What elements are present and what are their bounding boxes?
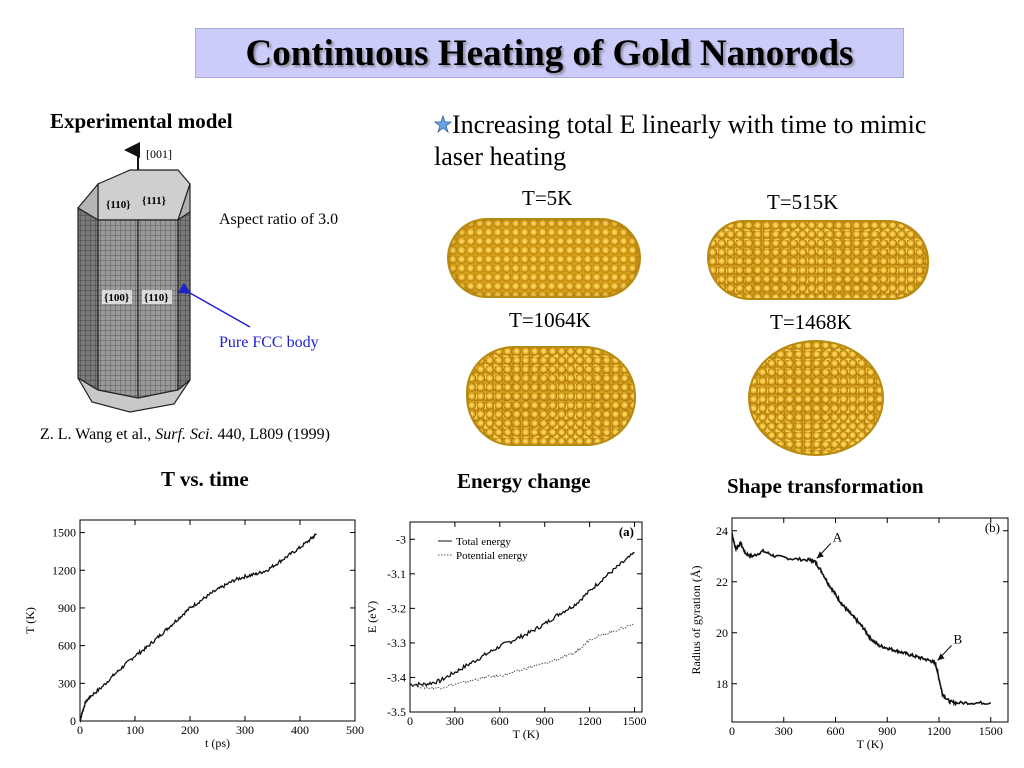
x-axis-label: t (ps) [205, 736, 230, 750]
x-tick-label: 1200 [578, 714, 602, 728]
face-110-top-label: {110} [106, 199, 131, 211]
legend-label-potential: Potential energy [456, 550, 528, 562]
y-tick-label: -3 [396, 532, 406, 546]
chart-radius-of-gyration: 0 300 600 900 1200 1500 18 20 22 24 T (K) Radius of… [689, 517, 1009, 751]
panel-label: (a) [619, 524, 634, 539]
star-bullet-icon [433, 114, 453, 134]
x-tick-label: 300 [236, 723, 254, 737]
snapshot-label-515k: T=515K [767, 190, 839, 214]
plot-frame [731, 517, 1009, 723]
y-axis-label: T (K) [23, 607, 37, 634]
series-line-0 [731, 533, 992, 707]
x-tick-label: 0 [729, 724, 735, 738]
x-axis-label: T (K) [857, 737, 884, 751]
y-tick-label: 300 [58, 676, 76, 690]
y-tick-label: 1500 [52, 526, 76, 540]
y-axis-label: Radius of gyration (Å) [689, 566, 703, 675]
x-axis-label: T (K) [513, 727, 540, 741]
bullet-text: Increasing total E linearly with time to… [434, 110, 927, 171]
y-tick-label: 22 [716, 575, 728, 589]
y-tick-label: -3.5 [387, 705, 406, 719]
pure-fcc-arrow [177, 282, 251, 328]
face-100-label: {100} [104, 292, 129, 304]
plot-frame [79, 519, 356, 722]
x-tick-label: 200 [181, 723, 199, 737]
nanorod-snapshot-1468k [748, 340, 884, 456]
y-tick-label: 0 [70, 714, 76, 728]
face-110-label: {110} [144, 292, 169, 304]
axis-001-label: [001] [146, 147, 172, 161]
annotation-arrowhead [816, 551, 824, 559]
y-tick-label: -3.3 [387, 636, 406, 650]
y-tick-label: 1200 [52, 563, 76, 577]
bullet-point: Increasing total E linearly with time to… [433, 109, 974, 173]
series-line-0 [409, 551, 635, 688]
chart-temperature-vs-time: 0 100 200 300 400 500 0 300 600 900 1200 1500 t (ps)… [23, 519, 364, 750]
y-tick-label: 18 [716, 677, 728, 691]
series-line-0 [79, 533, 317, 724]
nanorod-snapshot-1064k [466, 346, 636, 446]
experimental-heading: Experimental model [50, 109, 233, 133]
x-tick-label: 0 [407, 714, 413, 728]
series-line-1 [409, 623, 635, 690]
reference-citation: Z. L. Wang et al., Surf. Sci. 440, L809 … [40, 426, 330, 444]
slide-title: Continuous Heating of Gold Nanorods [245, 32, 854, 74]
y-tick-label: 24 [716, 524, 728, 538]
plot-frame [409, 521, 643, 713]
nanorod-snapshot-5k [447, 218, 641, 298]
x-tick-label: 500 [346, 723, 364, 737]
annotation-arrowhead [937, 653, 945, 661]
title-banner: Continuous Heating of Gold Nanorods [195, 28, 904, 78]
x-tick-label: 600 [491, 714, 509, 728]
y-tick-label: -3.2 [387, 601, 406, 615]
nanorod-model-figure: [001] {110} {111} {100} {110} Aspect rat… [77, 142, 338, 413]
annotation-label: B [954, 631, 963, 646]
x-tick-label: 1200 [927, 724, 951, 738]
y-tick-label: -3.1 [387, 567, 406, 581]
pure-fcc-label: Pure FCC body [219, 334, 319, 351]
x-tick-label: 900 [536, 714, 554, 728]
y-tick-label: -3.4 [387, 670, 406, 684]
y-tick-label: 20 [716, 626, 728, 640]
face-111-top-label: {111} [142, 195, 166, 207]
snapshot-label-5k: T=5K [522, 186, 573, 210]
x-tick-label: 1500 [623, 714, 647, 728]
y-axis-label: E (eV) [365, 601, 379, 633]
annotation-label: A [833, 529, 843, 544]
panel-label: (b) [985, 520, 1000, 535]
aspect-ratio-label: Aspect ratio of 3.0 [219, 211, 338, 228]
x-tick-label: 400 [291, 723, 309, 737]
x-tick-label: 300 [446, 714, 464, 728]
caption-energy-change: Energy change [457, 469, 591, 493]
snapshot-label-1468k: T=1468K [770, 310, 852, 334]
x-tick-label: 1500 [979, 724, 1003, 738]
x-tick-label: 0 [77, 723, 83, 737]
chart-energy-vs-temperature: 0 300 600 900 1200 1500 -3 -3.1 -3.2 -3.3 -3.4 -3.5… [365, 521, 647, 741]
caption-shape-transformation: Shape transformation [727, 474, 924, 498]
legend-label-total: Total energy [456, 536, 511, 548]
caption-t-vs-time: T vs. time [161, 467, 249, 491]
x-tick-label: 100 [126, 723, 144, 737]
y-tick-label: 600 [58, 639, 76, 653]
x-tick-label: 600 [827, 724, 845, 738]
nanorod-snapshot-515k [707, 220, 929, 300]
snapshot-label-1064k: T=1064K [509, 308, 591, 332]
y-tick-label: 900 [58, 601, 76, 615]
reference-authors: Z. L. Wang et al., [40, 426, 152, 443]
x-tick-label: 900 [878, 724, 896, 738]
reference-journal: Surf. Sci. [155, 426, 214, 443]
x-tick-label: 300 [775, 724, 793, 738]
reference-details: 440, L809 (1999) [217, 426, 330, 443]
